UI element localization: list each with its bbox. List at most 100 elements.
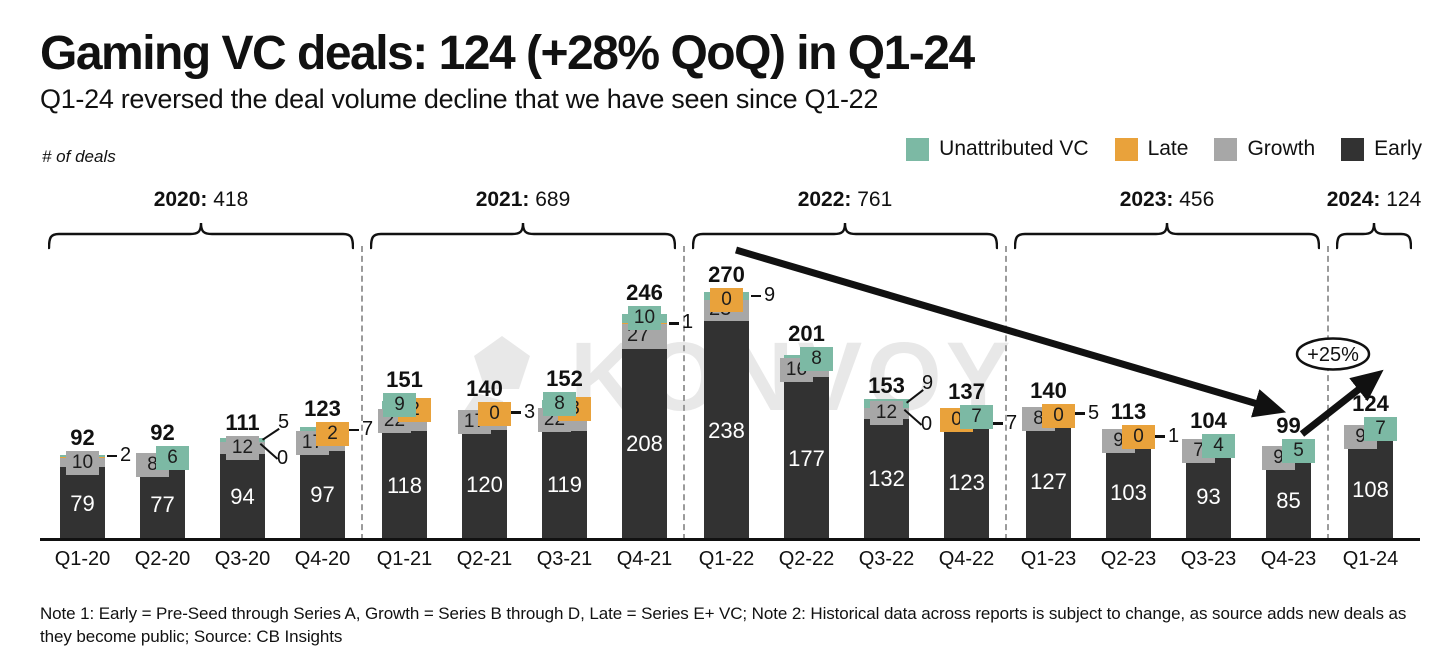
callout-line [1155,435,1165,438]
growth-value-tag: 10 [66,450,99,475]
early-value-label: 208 [626,431,663,457]
bar-total-label: 99 [1276,413,1301,439]
page-subtitle: Q1-24 reversed the deal volume decline t… [40,84,879,114]
bar-total-label: 246 [626,280,663,306]
bar-segment-early [1026,423,1071,540]
late-callout-label: 0 [921,412,933,435]
unattributed-value-tag: 5 [1282,439,1315,464]
unattributed-value-tag: 8 [543,392,576,417]
x-axis-label: Q2-23 [1100,548,1157,570]
growth-value-tag: 12 [870,401,903,426]
x-axis-label: Q4-21 [616,548,673,570]
early-value-label: 97 [310,482,335,508]
late-callout-label: 1 [682,311,694,334]
callout-line [669,322,679,325]
early-value-label: 177 [788,445,825,471]
page-title: Gaming VC deals: 124 (+28% QoQ) in Q1-24 [40,27,975,80]
bar-segment-early [220,453,265,540]
bar-total-label: 137 [948,379,985,405]
x-axis-label: Q1-21 [376,548,433,570]
callout-line [751,294,761,297]
unattributed-value-tag: 7 [1364,417,1397,442]
y-axis-label: # of deals [42,147,116,166]
year-bracket [1336,222,1412,250]
year-total: 124 [1380,188,1422,211]
growth-value-tag: 12 [226,436,259,460]
legend-swatch [1214,137,1238,161]
unattributed-callout-label: 3 [524,400,536,423]
bar-segment-early [1186,454,1231,540]
unattributed-callout-label: 5 [278,410,290,433]
unattributed-value-tag: 7 [960,405,993,430]
year-label: 2022: [797,188,852,211]
early-value-label: 77 [150,491,175,517]
early-value-label: 103 [1110,479,1147,505]
late-value-tag: 0 [1122,424,1155,449]
legend-item-late: Late [1114,137,1189,161]
early-value-label: 120 [466,471,503,497]
bar-segment-early [1348,440,1393,540]
bar-segment-early [140,469,185,540]
bar-total-label: 124 [1352,391,1389,417]
x-axis-label: Q4-20 [294,548,351,570]
late-value-tag: 2 [316,422,349,447]
year-bracket [692,222,998,250]
late-value-tag: 0 [478,401,511,426]
bar-total-label: 140 [466,375,503,401]
legend-swatch [1114,137,1138,161]
year-group-label: 2022: 761 [654,188,1036,212]
x-axis-label: Q3-21 [536,548,593,570]
chart-legend: Unattributed VC Late Growth Early [906,137,1422,161]
bar-segment-early [60,467,105,540]
early-value-label: 79 [70,490,95,516]
bar-segment-early [1266,461,1311,540]
bar-segment-early [542,430,587,540]
callout-line [1075,412,1085,415]
unattributed-callout-label: 2 [120,444,132,467]
year-label: 2023: [1119,188,1174,211]
bar-segment-early [622,348,667,540]
callout-line [511,411,521,414]
callout-line [107,455,117,458]
unattributed-callout-label: 5 [1088,401,1100,424]
legend-swatch [906,137,930,161]
unattributed-value-tag: 10 [628,306,661,331]
bar-total-label: 152 [546,366,583,392]
bar-segment-early [382,431,427,540]
year-group-label: 2024: 124 [1298,188,1450,212]
unattributed-value-tag: 8 [800,346,833,371]
x-axis-label: Q1-24 [1342,548,1399,570]
x-axis-label: Q2-21 [456,548,513,570]
year-total: 418 [207,188,249,211]
x-axis-label: Q3-22 [858,548,915,570]
unattributed-value-tag: 9 [383,393,416,418]
legend-item-growth: Growth [1214,137,1315,161]
bar-total-label: 270 [708,261,745,287]
x-axis-label: Q1-22 [698,548,755,570]
year-separator [361,246,363,540]
legend-item-unattributed-vc: Unattributed VC [906,137,1089,161]
x-axis-label: Q3-20 [214,548,271,570]
early-value-label: 123 [948,470,985,496]
legend-label: Growth [1247,137,1316,160]
early-value-label: 93 [1196,484,1221,510]
legend-label: Early [1374,137,1422,160]
early-value-label: 94 [230,483,255,509]
year-bracket [370,222,676,250]
bar-total-label: 111 [225,410,260,435]
x-axis-label: Q4-23 [1260,548,1317,570]
early-value-label: 108 [1352,477,1389,503]
bar-segment-early [300,450,345,540]
legend-label: Late [1147,137,1189,160]
growth-callout-label: 7 [1006,411,1018,434]
footnote: Note 1: Early = Pre-Seed through Series … [40,604,1407,646]
early-value-label: 127 [1030,468,1067,494]
late-value-tag: 0 [710,287,743,312]
late-value-tag: 0 [1042,403,1075,428]
bar-total-label: 123 [304,396,341,422]
year-label: 2020: [153,188,208,211]
x-axis-label: Q3-23 [1180,548,1237,570]
bar-segment-early [462,429,507,540]
legend-swatch [1341,137,1365,161]
